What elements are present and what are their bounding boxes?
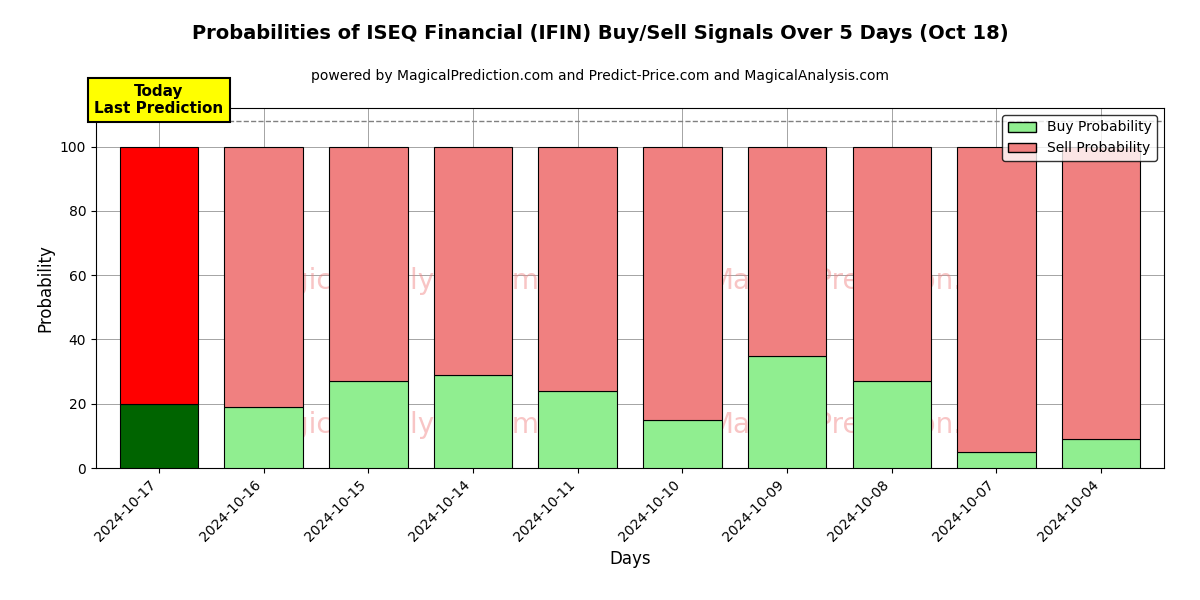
Y-axis label: Probability: Probability [36,244,54,332]
Bar [433,146,512,375]
Text: MagicalPrediction.com: MagicalPrediction.com [709,411,1021,439]
Bar [1062,146,1140,439]
Bar [1062,439,1140,468]
Bar [748,146,827,355]
Bar [852,146,931,381]
Bar [643,146,721,420]
Bar [224,146,302,407]
Bar [433,375,512,468]
Text: MagicalAnalysis.com: MagicalAnalysis.com [251,411,540,439]
Bar [329,381,408,468]
Text: MagicalAnalysis.com: MagicalAnalysis.com [251,267,540,295]
Bar [748,355,827,468]
Bar [120,146,198,404]
Bar [120,404,198,468]
Bar [539,391,617,468]
Text: Today
Last Prediction: Today Last Prediction [94,83,223,116]
X-axis label: Days: Days [610,550,650,568]
Bar [958,452,1036,468]
Bar [958,146,1036,452]
Text: powered by MagicalPrediction.com and Predict-Price.com and MagicalAnalysis.com: powered by MagicalPrediction.com and Pre… [311,69,889,83]
Bar [224,407,302,468]
Legend: Buy Probability, Sell Probability: Buy Probability, Sell Probability [1002,115,1157,161]
Bar [329,146,408,381]
Bar [643,420,721,468]
Text: Probabilities of ISEQ Financial (IFIN) Buy/Sell Signals Over 5 Days (Oct 18): Probabilities of ISEQ Financial (IFIN) B… [192,24,1008,43]
Bar [539,146,617,391]
Text: MagicalPrediction.com: MagicalPrediction.com [709,267,1021,295]
Bar [852,381,931,468]
